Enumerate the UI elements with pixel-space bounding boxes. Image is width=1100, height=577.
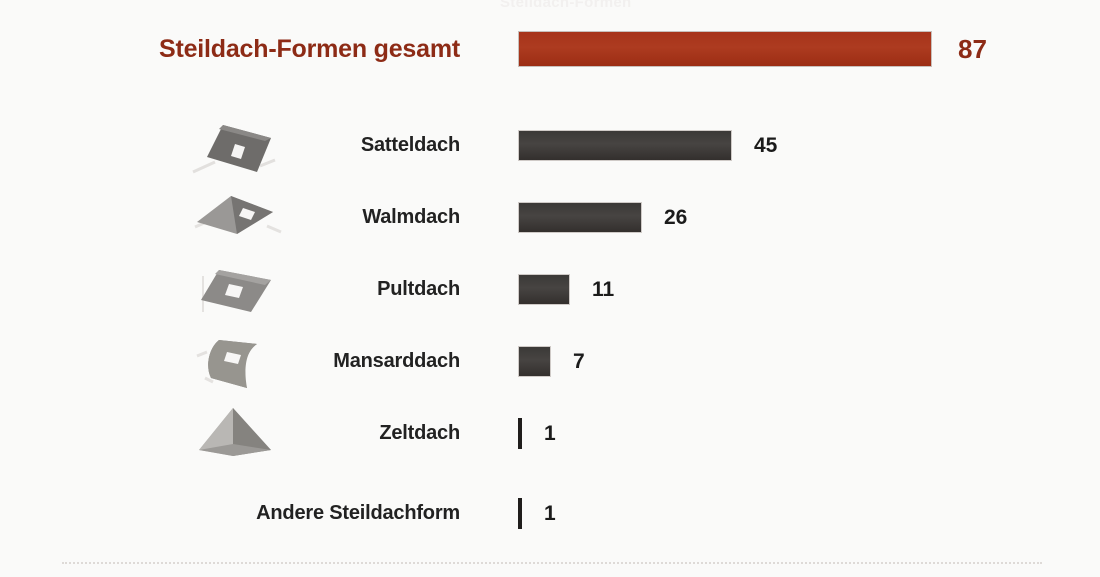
total-bar	[518, 31, 932, 67]
pyramid-roof-icon	[185, 398, 300, 468]
chart-row-label: Walmdach	[362, 206, 460, 228]
chart-row: Pultdach 11	[0, 254, 1100, 324]
chart-row-label: Andere Steildachform	[256, 502, 460, 524]
chart-row-bar-wrapper	[518, 274, 570, 305]
chart-row-bar	[518, 130, 732, 161]
chart-row: Satteldach 45	[0, 110, 1100, 180]
chart-row-bar	[518, 498, 522, 529]
chart-row-label: Zeltdach	[379, 422, 460, 444]
bottom-divider	[62, 562, 1042, 566]
clipped-header-text: Steildach-Formen	[500, 0, 780, 8]
chart-row-bar	[518, 274, 570, 305]
chart-row-label: Mansarddach	[333, 350, 460, 372]
chart-row-bar-wrapper	[518, 346, 551, 377]
chart-row-value: 26	[664, 206, 688, 229]
chart-row: Walmdach 26	[0, 182, 1100, 252]
chart-row-bar	[518, 418, 522, 449]
total-label: Steildach-Formen gesamt	[158, 35, 460, 63]
chart-row-label: Satteldach	[360, 134, 460, 156]
total-bar-wrapper	[518, 31, 932, 67]
chart-row-value: 1	[544, 422, 556, 445]
chart-row: Zeltdach 1	[0, 398, 1100, 468]
chart-row-label: Pultdach	[377, 278, 460, 300]
chart-row: Andere Steildachform 1	[0, 478, 1100, 548]
chart-row-bar-wrapper	[518, 130, 732, 161]
total-value: 87	[958, 34, 987, 64]
total-row: Steildach-Formen gesamt 87	[0, 26, 1100, 72]
chart-row-value: 11	[592, 278, 615, 301]
chart-row-bar	[518, 202, 642, 233]
chart-row-value: 45	[754, 134, 778, 157]
chart-row-bar-wrapper	[518, 498, 522, 529]
chart-row-bar-wrapper	[518, 418, 522, 449]
chart-row: Mansarddach 7	[0, 326, 1100, 396]
chart-row-bar	[518, 346, 551, 377]
gable-roof-icon	[185, 110, 300, 180]
mansard-roof-icon	[185, 326, 300, 396]
shed-roof-icon	[185, 254, 300, 324]
chart-row-value: 7	[573, 350, 585, 373]
hip-roof-icon	[185, 182, 300, 252]
chart-row-bar-wrapper	[518, 202, 642, 233]
chart-row-value: 1	[544, 502, 556, 525]
